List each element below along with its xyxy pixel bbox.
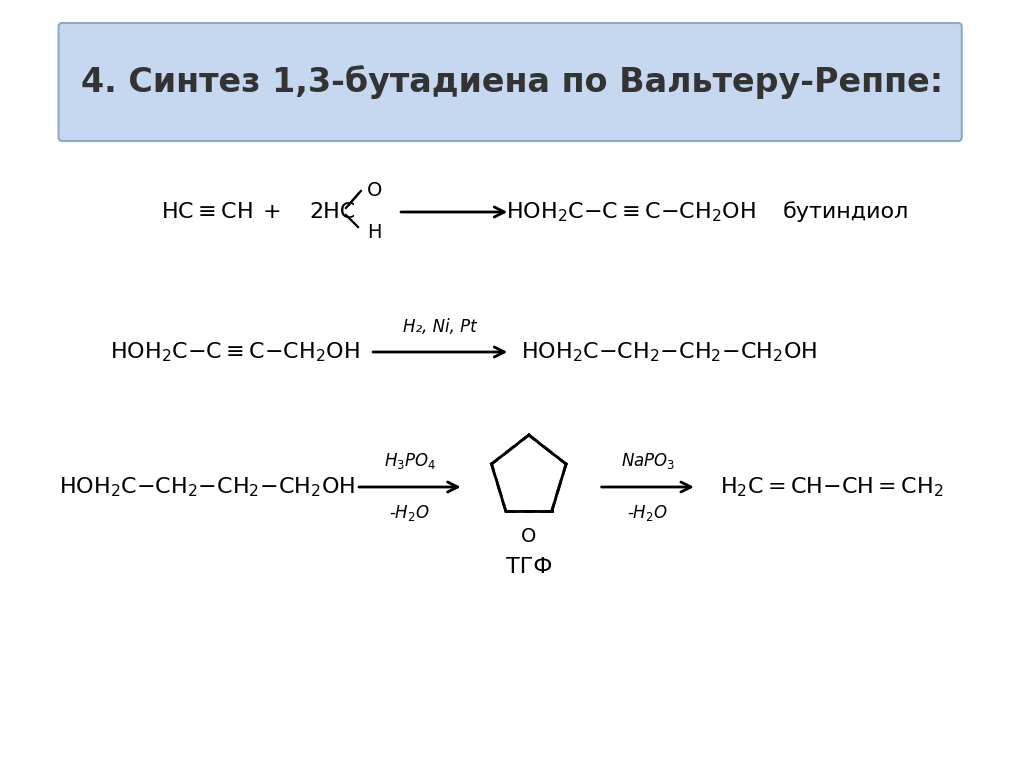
Text: O: O bbox=[521, 527, 537, 546]
Text: O: O bbox=[368, 180, 383, 199]
Text: +: + bbox=[263, 202, 282, 222]
Text: HOH$_2$C$-$CH$_2$$-$CH$_2$$-$CH$_2$OH: HOH$_2$C$-$CH$_2$$-$CH$_2$$-$CH$_2$OH bbox=[58, 476, 355, 499]
Text: ТГФ: ТГФ bbox=[506, 557, 552, 577]
Text: HOH$_2$C$-$C$\equiv$C$-$CH$_2$OH: HOH$_2$C$-$C$\equiv$C$-$CH$_2$OH bbox=[507, 200, 757, 224]
Text: бутиндиол: бутиндиол bbox=[783, 202, 909, 222]
Text: HC$\equiv$CH: HC$\equiv$CH bbox=[161, 202, 253, 222]
Text: H₂, Ni, Pt: H₂, Ni, Pt bbox=[403, 318, 477, 336]
Text: -H$_2$O: -H$_2$O bbox=[628, 503, 669, 523]
Text: -H$_2$O: -H$_2$O bbox=[389, 503, 430, 523]
Text: HOH$_2$C$-$C$\equiv$C$-$CH$_2$OH: HOH$_2$C$-$C$\equiv$C$-$CH$_2$OH bbox=[110, 341, 359, 364]
Text: H: H bbox=[368, 222, 382, 242]
FancyBboxPatch shape bbox=[58, 23, 962, 141]
Text: H$_3$PO$_4$: H$_3$PO$_4$ bbox=[384, 451, 436, 471]
Text: H$_2$C$=$CH$-$CH$=$CH$_2$: H$_2$C$=$CH$-$CH$=$CH$_2$ bbox=[720, 476, 944, 499]
Text: HOH$_2$C$-$CH$_2$$-$CH$_2$$-$CH$_2$OH: HOH$_2$C$-$CH$_2$$-$CH$_2$$-$CH$_2$OH bbox=[520, 341, 817, 364]
Text: 2HC: 2HC bbox=[309, 202, 355, 222]
Text: 4. Синтез 1,3-бутадиена по Вальтеру-Реппе:: 4. Синтез 1,3-бутадиена по Вальтеру-Репп… bbox=[81, 65, 943, 99]
Text: NaPO$_3$: NaPO$_3$ bbox=[621, 451, 675, 471]
